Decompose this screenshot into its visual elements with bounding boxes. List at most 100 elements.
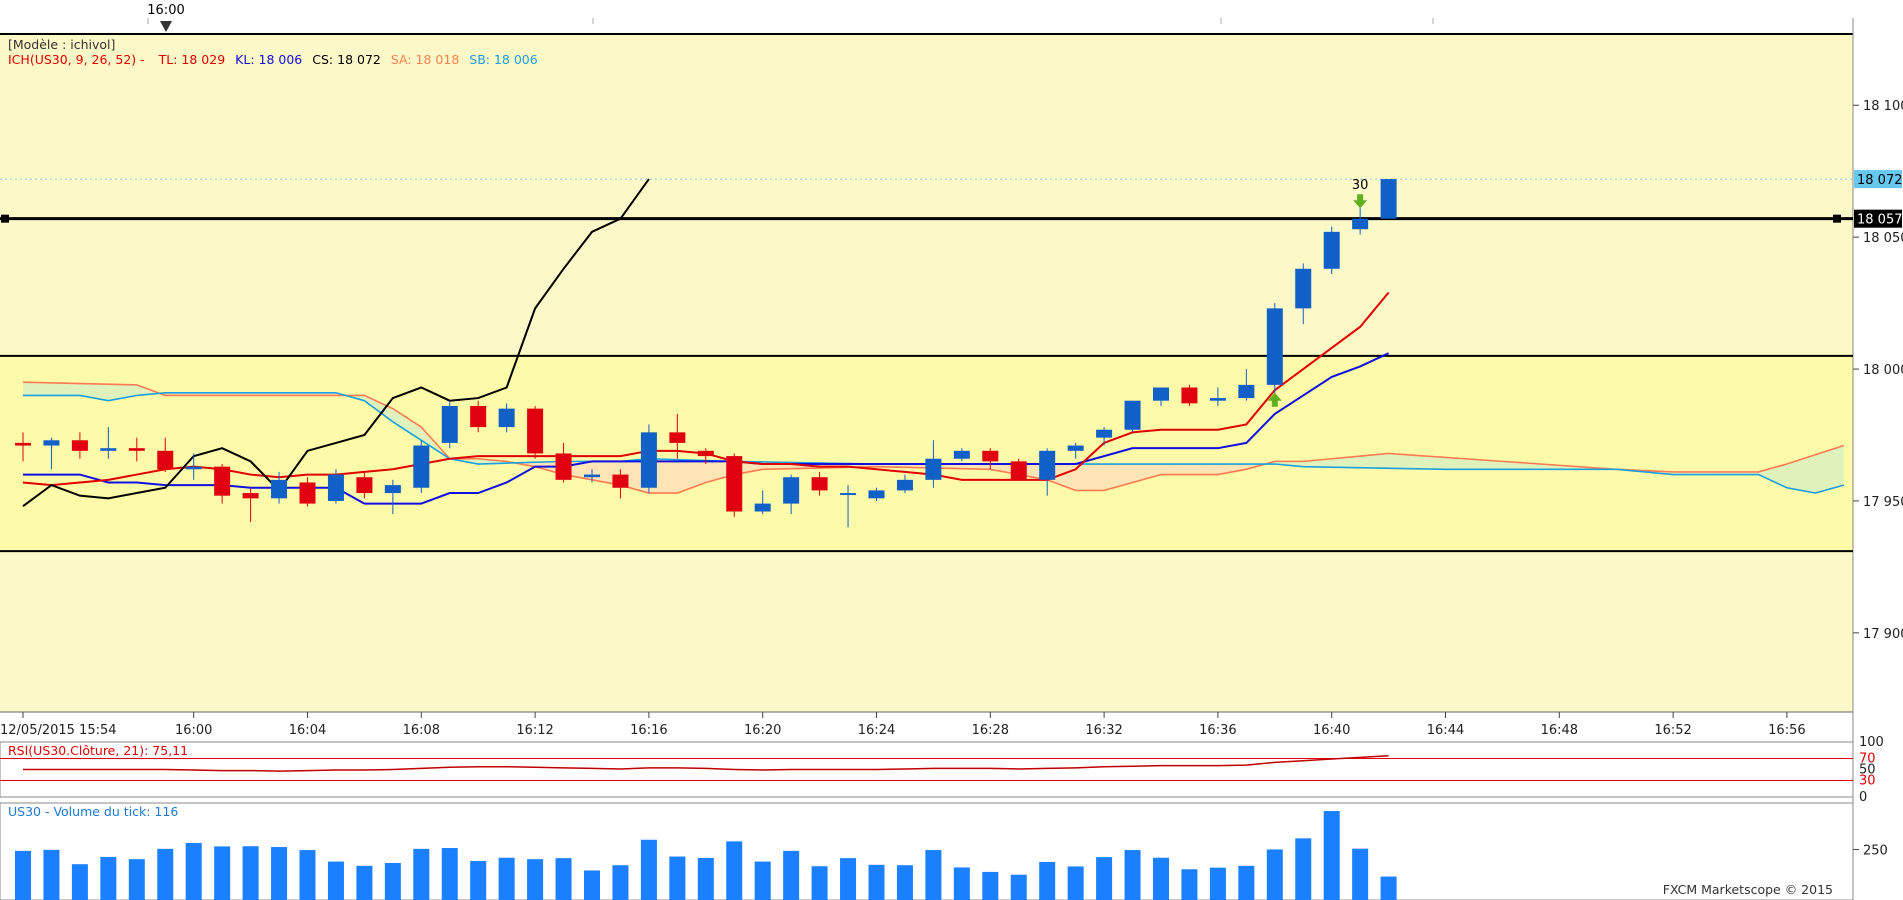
price-tick-label: 17 900 <box>1863 627 1903 642</box>
candle-body <box>896 479 913 491</box>
cloud-segment <box>1132 464 1147 483</box>
candle-body <box>726 456 743 512</box>
footer-copyright: FXCM Marketscope © 2015 <box>1662 882 1833 897</box>
volume-bar <box>384 863 401 900</box>
rsi-panel <box>0 741 1854 798</box>
time-tick-label: 16:36 <box>1199 723 1236 738</box>
volume-bar <box>754 861 771 900</box>
candle-body <box>1380 179 1397 219</box>
cloud-segment <box>392 408 408 432</box>
ichimoku-legend: ICH(US30, 9, 26, 52) - TL: 18 029 KL: 18 … <box>8 52 538 67</box>
candle-body <box>640 432 657 488</box>
time-tick-label: 16:32 <box>1085 723 1122 738</box>
candle-body <box>925 458 942 480</box>
time-tick-label: 16:00 <box>175 723 212 738</box>
cloud-segment <box>1786 459 1802 491</box>
cloud-segment <box>37 382 52 396</box>
ichimoku-legend-name: ICH(US30, 9, 26, 52) - <box>8 52 145 67</box>
volume-bar <box>925 850 942 900</box>
cloud-segment <box>762 461 777 470</box>
rsi-level-label: 70 <box>1859 752 1876 767</box>
volume-bar <box>157 848 174 900</box>
rsi-level-label: 100 <box>1859 735 1884 750</box>
candle-body <box>157 450 174 470</box>
candle-body <box>612 474 629 488</box>
time-tick-label: 16:40 <box>1313 723 1350 738</box>
legend-item: SB: 18 006 <box>469 52 538 67</box>
candle-body <box>1124 400 1141 430</box>
legend-item: CS: 18 072 <box>312 52 381 67</box>
cloud-segment <box>1402 454 1418 469</box>
candle-body <box>584 474 600 478</box>
cloud-segment <box>1417 455 1432 470</box>
volume-bar <box>640 839 657 900</box>
volume-bar <box>1124 850 1141 900</box>
last-price-badge <box>1854 170 1902 189</box>
cloud-segment <box>1161 464 1176 475</box>
candle-body <box>1295 268 1312 309</box>
last-price-label: 18 072 <box>1857 173 1903 188</box>
time-tick-label: 16:12 <box>516 723 553 738</box>
candle-body <box>1096 429 1113 438</box>
candle-body <box>840 493 857 496</box>
volume-bar <box>896 865 913 900</box>
cloud-segment <box>1772 464 1787 488</box>
chikou-line <box>22 178 650 508</box>
cloud-segment <box>1118 464 1133 487</box>
candle-body <box>15 442 31 446</box>
volume-bar <box>726 841 743 900</box>
volume-bar <box>868 864 885 900</box>
volume-bar <box>1323 811 1340 900</box>
volume-bar <box>1096 857 1113 900</box>
candle-body <box>470 405 487 428</box>
cloud-segment <box>677 459 692 494</box>
signal-label: 30 <box>1352 178 1369 193</box>
senkou-a-line <box>22 381 1845 494</box>
time-tick-label: 16:20 <box>744 723 781 738</box>
volume-bar <box>1153 857 1169 900</box>
cloud-segment <box>1317 458 1332 468</box>
volume-title: US30 - Volume du tick: 116 <box>8 804 179 819</box>
template-label: [Modèle : ichivol] <box>8 37 116 52</box>
top-marker-arrow <box>160 21 172 32</box>
cloud-segment <box>1104 464 1119 491</box>
cloud-segment <box>1829 445 1844 490</box>
volume-bar <box>100 856 117 900</box>
cloud-segment <box>65 383 80 396</box>
legend-item: KL: 18 006 <box>235 52 303 67</box>
candle-body <box>1067 445 1084 451</box>
candle-body <box>697 450 714 457</box>
line-handle <box>1 214 9 223</box>
rsi-title: RSI(US30.Clôture, 21): 75,11 <box>8 743 189 758</box>
candle-body <box>327 474 344 501</box>
cloud-segment <box>1331 457 1346 468</box>
volume-bar <box>811 866 828 900</box>
sell-signal-arrow <box>1353 194 1368 209</box>
time-tick-label: 16:56 <box>1768 723 1805 738</box>
volume-bar <box>43 849 60 900</box>
cloud-segment <box>23 382 38 396</box>
cloud-segment <box>947 464 962 469</box>
cloud-segment <box>51 382 66 396</box>
top-time-marker: 16:00 <box>147 3 184 18</box>
candle-body <box>299 482 316 504</box>
cloud-segment <box>364 395 379 412</box>
candle-body <box>498 408 515 428</box>
cloud-segment <box>79 383 95 399</box>
cloud-segment <box>1488 460 1503 470</box>
volume-bar <box>185 842 202 900</box>
cloud-segment <box>1189 464 1204 475</box>
volume-bar <box>327 861 344 900</box>
candle-body <box>754 503 771 512</box>
candle-body <box>953 450 970 459</box>
cloud-segment <box>1473 459 1489 470</box>
time-tick-label: 16:08 <box>403 723 440 738</box>
cloud-segment <box>961 464 977 469</box>
cloud-segment <box>1075 464 1090 491</box>
volume-bar <box>470 860 487 900</box>
volume-bar <box>1039 861 1056 900</box>
rsi-line <box>23 755 1389 772</box>
volume-bar <box>612 865 629 900</box>
volume-tick-label: 250 <box>1863 843 1888 858</box>
